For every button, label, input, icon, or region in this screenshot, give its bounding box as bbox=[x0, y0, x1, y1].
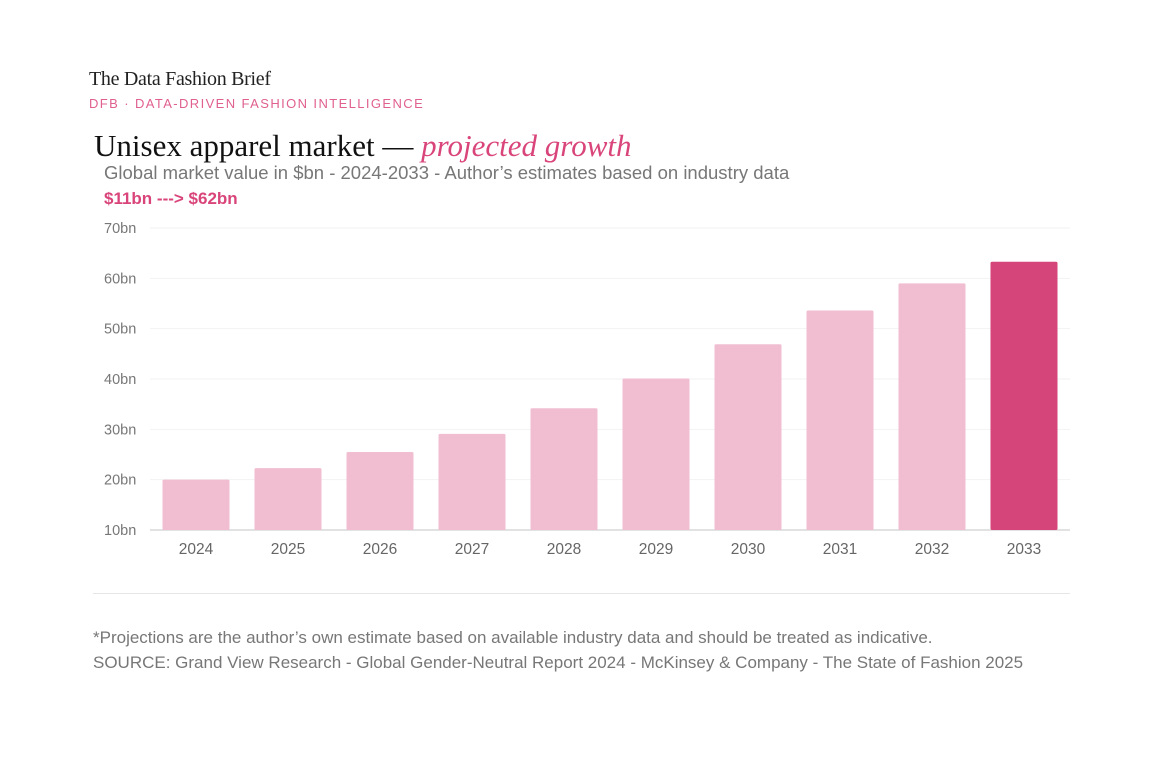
y-tick-label: 50bn bbox=[104, 322, 136, 338]
x-tick-label: 2025 bbox=[271, 541, 305, 558]
y-tick-label: 60bn bbox=[104, 271, 136, 287]
brand-tagline: DFB · DATA-DRIVEN FASHION INTELLIGENCE bbox=[89, 96, 425, 111]
bar-2033 bbox=[990, 261, 1058, 530]
chart-title-main: Unisex apparel market — bbox=[94, 128, 414, 163]
bar-2029 bbox=[622, 378, 690, 530]
source-note: SOURCE: Grand View Research - Global Gen… bbox=[93, 653, 1024, 672]
y-tick-label: 70bn bbox=[104, 221, 136, 237]
bar-2031 bbox=[806, 310, 874, 530]
bar-2024 bbox=[162, 479, 230, 530]
y-tick-label: 40bn bbox=[104, 372, 136, 388]
bar-2027 bbox=[438, 433, 506, 530]
footnote: *Projections are the author’s own estima… bbox=[93, 628, 933, 647]
y-tick-label: 10bn bbox=[104, 523, 136, 539]
bar-2028 bbox=[530, 408, 598, 530]
chart-title: Unisex apparel market — projected growth bbox=[94, 128, 631, 164]
footer-divider bbox=[93, 593, 1070, 594]
y-tick-label: 30bn bbox=[104, 422, 136, 438]
x-tick-label: 2029 bbox=[639, 541, 673, 558]
x-tick-label: 2031 bbox=[823, 541, 857, 558]
chart-title-emphasis: projected growth bbox=[421, 128, 632, 163]
chart-subtitle: Global market value in $bn - 2024-2033 -… bbox=[104, 162, 790, 183]
bar-2032 bbox=[898, 283, 966, 530]
x-tick-label: 2028 bbox=[547, 541, 581, 558]
x-tick-label: 2024 bbox=[179, 541, 214, 558]
x-tick-label: 2027 bbox=[455, 541, 489, 558]
bar-2026 bbox=[346, 451, 414, 530]
x-tick-label: 2030 bbox=[731, 541, 766, 558]
bar-2030 bbox=[714, 344, 782, 530]
x-tick-label: 2033 bbox=[1007, 541, 1041, 558]
bar-2025 bbox=[254, 468, 322, 530]
brand-name: The Data Fashion Brief bbox=[89, 68, 271, 90]
chart-annotation: $11bn ---> $62bn bbox=[104, 189, 238, 208]
x-tick-label: 2026 bbox=[363, 541, 397, 558]
x-tick-label: 2032 bbox=[915, 541, 949, 558]
y-tick-label: 20bn bbox=[104, 473, 136, 489]
